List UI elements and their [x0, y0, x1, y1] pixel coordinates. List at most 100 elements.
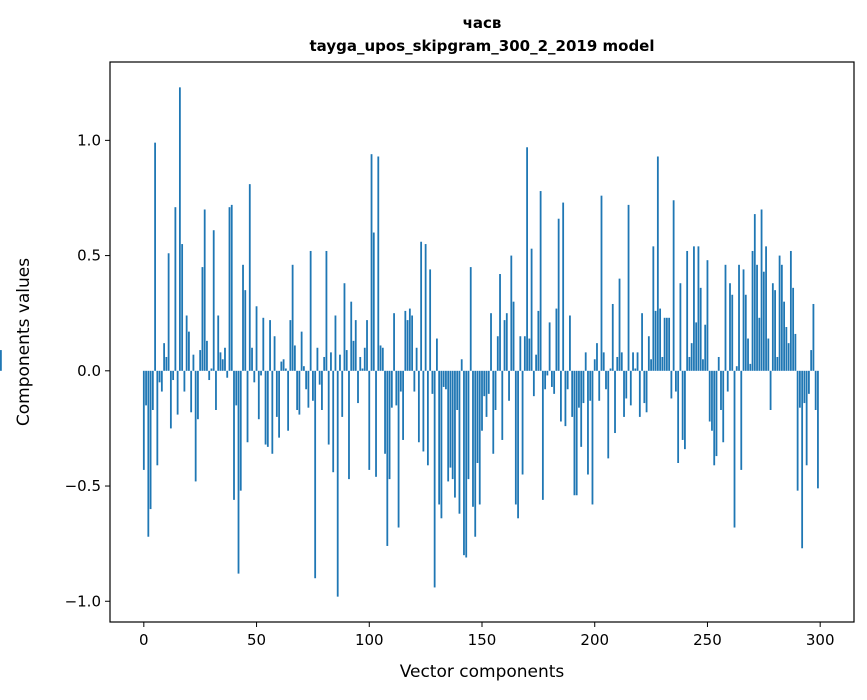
bar-220 — [638, 370, 641, 417]
bar-272 — [756, 264, 758, 371]
bar-219 — [636, 352, 639, 371]
bar-56 — [269, 320, 271, 371]
bar-159 — [501, 370, 504, 440]
bar-51 — [257, 370, 260, 420]
bar-176 — [539, 191, 542, 371]
bar-239 — [681, 370, 684, 440]
x-tick-label-4: 200 — [580, 631, 609, 649]
bar-35 — [221, 359, 224, 371]
bar-2 — [147, 370, 150, 537]
bar-145 — [469, 267, 472, 371]
bar-152 — [485, 370, 488, 417]
bar-26 — [201, 267, 204, 371]
bar-135 — [447, 370, 450, 482]
bar-223 — [645, 370, 648, 413]
y-tick-label-3: 0.5 — [77, 247, 101, 265]
bar-113 — [397, 370, 400, 528]
bar-33 — [217, 315, 220, 371]
bar-197 — [587, 370, 589, 475]
x-tick-label-0: 0 — [139, 631, 149, 649]
bar-97 — [361, 368, 364, 371]
bar-67 — [293, 345, 296, 371]
bar-74 — [309, 250, 312, 371]
bar-143 — [465, 370, 468, 558]
bar-21 — [190, 370, 193, 413]
bar-98 — [363, 347, 366, 371]
bar-160 — [503, 320, 506, 371]
bar-108 — [386, 370, 389, 546]
bar-231 — [663, 317, 666, 371]
bar-116 — [404, 310, 407, 371]
bar-156 — [494, 370, 497, 410]
bar-237 — [677, 370, 680, 463]
bar-84 — [332, 370, 335, 473]
bar-137 — [451, 370, 454, 480]
bar-83 — [330, 352, 332, 371]
bar-294 — [805, 370, 808, 466]
bar-234 — [670, 370, 673, 399]
bar-101 — [370, 154, 373, 371]
bar-228 — [656, 156, 659, 371]
bar-96 — [359, 356, 362, 371]
bar-262 — [733, 370, 736, 528]
bar-282 — [778, 255, 781, 371]
bar-49 — [253, 370, 256, 383]
bar-89 — [343, 283, 346, 371]
bar-297 — [812, 303, 815, 371]
bar-162 — [508, 370, 510, 401]
bar-91 — [348, 370, 350, 480]
bar-68 — [296, 370, 299, 410]
bar-211 — [618, 278, 621, 371]
bar-122 — [417, 370, 420, 443]
bar-85 — [334, 315, 337, 371]
bar-44 — [242, 264, 244, 371]
bar-215 — [627, 204, 630, 371]
bar-111 — [393, 313, 395, 371]
bar-87 — [339, 354, 341, 371]
bar-128 — [431, 370, 434, 394]
bar-29 — [208, 370, 211, 381]
bar-62 — [282, 359, 285, 371]
bar-209 — [614, 370, 616, 434]
bar-274 — [760, 209, 763, 371]
bar-290 — [796, 370, 799, 491]
bar-280 — [774, 290, 776, 371]
bar-270 — [751, 250, 754, 371]
bar-207 — [609, 368, 612, 371]
bar-229 — [659, 308, 662, 371]
bar-188 — [566, 370, 569, 390]
bar-136 — [449, 370, 452, 468]
bar-243 — [690, 343, 693, 371]
bar-214 — [625, 370, 628, 399]
bar-161 — [505, 313, 508, 371]
bar-221 — [641, 313, 643, 371]
bar-181 — [550, 370, 553, 387]
bar-16 — [178, 87, 181, 371]
bar-250 — [706, 260, 709, 371]
bar-102 — [372, 232, 375, 371]
bar-1 — [145, 370, 147, 406]
bar-23 — [194, 370, 197, 482]
bar-182 — [553, 370, 556, 394]
bar-251 — [708, 370, 711, 422]
bar-284 — [783, 301, 786, 371]
bar-124 — [422, 370, 425, 452]
bar-172 — [530, 248, 533, 371]
bar-263 — [735, 366, 738, 371]
y-axis-ticks: −1.0 −0.5 0.0 0.5 1.0 — [65, 131, 110, 610]
x-tick-label-3: 150 — [468, 631, 497, 649]
bar-141 — [460, 359, 463, 371]
bar-25 — [199, 350, 202, 371]
bar-186 — [562, 202, 565, 371]
bar-288 — [792, 287, 795, 371]
bar-69 — [298, 370, 301, 415]
bar-134 — [445, 370, 447, 390]
bar-41 — [235, 370, 238, 406]
bar-206 — [607, 370, 610, 459]
bar-261 — [731, 294, 734, 371]
bar-185 — [560, 370, 562, 422]
bar-24 — [197, 370, 199, 420]
bar-283 — [780, 264, 783, 371]
bar-246 — [697, 246, 700, 371]
bar-204 — [602, 352, 605, 371]
